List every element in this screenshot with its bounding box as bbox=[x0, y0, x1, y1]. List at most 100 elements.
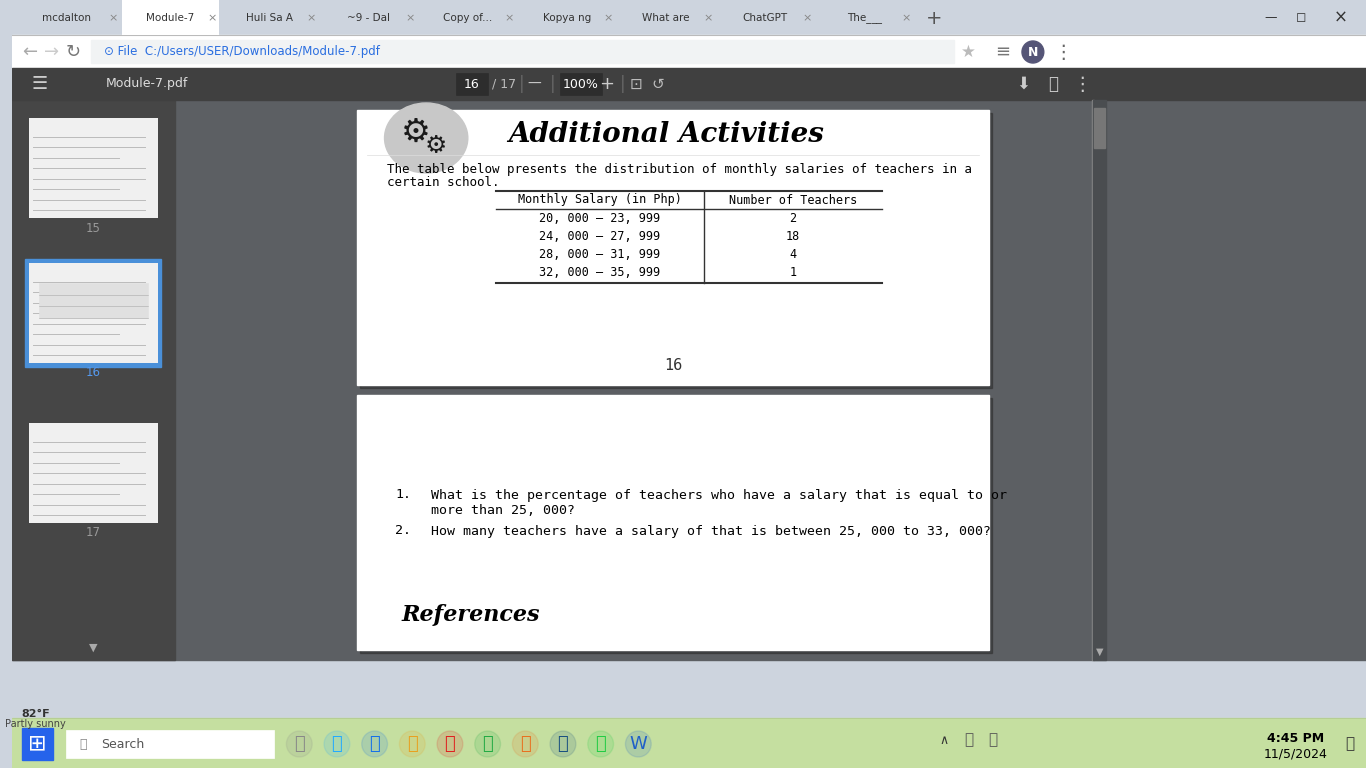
Text: Monthly Salary (in Php): Monthly Salary (in Php) bbox=[518, 194, 682, 207]
Bar bbox=[456, 73, 488, 95]
Circle shape bbox=[475, 731, 500, 757]
Text: ×: × bbox=[108, 13, 117, 23]
Text: ×: × bbox=[802, 13, 811, 23]
Text: Additional Activities: Additional Activities bbox=[508, 121, 824, 147]
Text: ×: × bbox=[604, 13, 613, 23]
Text: 18: 18 bbox=[785, 230, 800, 243]
Text: N: N bbox=[1027, 45, 1038, 58]
Text: 28, 000 – 31, 999: 28, 000 – 31, 999 bbox=[540, 247, 660, 260]
Text: ⎙: ⎙ bbox=[1048, 75, 1057, 93]
Text: 2: 2 bbox=[790, 211, 796, 224]
Text: How many teachers have a salary of that is between 25, 000 to 33, 000?: How many teachers have a salary of that … bbox=[432, 525, 992, 538]
Text: ⬇: ⬇ bbox=[1016, 75, 1030, 93]
Text: ×: × bbox=[703, 13, 713, 23]
Text: Kopya ng: Kopya ng bbox=[542, 13, 591, 23]
Text: 📊: 📊 bbox=[557, 735, 568, 753]
Text: 1: 1 bbox=[790, 266, 796, 279]
Text: ×: × bbox=[306, 13, 316, 23]
Text: 16: 16 bbox=[664, 357, 682, 372]
Circle shape bbox=[550, 731, 576, 757]
Text: ↺: ↺ bbox=[652, 77, 664, 91]
Bar bbox=[560, 73, 601, 95]
Text: ⚙: ⚙ bbox=[425, 134, 447, 158]
Bar bbox=[92, 40, 953, 63]
Text: ∧: ∧ bbox=[938, 733, 948, 746]
Text: 15: 15 bbox=[86, 221, 101, 234]
Text: mcdalton: mcdalton bbox=[42, 13, 90, 23]
Text: The___: The___ bbox=[847, 12, 882, 24]
Text: certain school.: certain school. bbox=[387, 177, 499, 190]
Text: / 17: / 17 bbox=[492, 78, 516, 91]
Text: ☰: ☰ bbox=[31, 75, 48, 93]
Text: ⊞: ⊞ bbox=[29, 734, 46, 754]
Text: 1.: 1. bbox=[395, 488, 411, 502]
Text: Huli Sa A: Huli Sa A bbox=[246, 13, 294, 23]
Text: 🔊: 🔊 bbox=[964, 733, 973, 747]
Bar bbox=[122, 0, 219, 35]
Text: ChatGPT: ChatGPT bbox=[743, 13, 788, 23]
Bar bbox=[1094, 108, 1105, 148]
Text: 4: 4 bbox=[790, 247, 796, 260]
Bar bbox=[357, 395, 989, 650]
Text: 🔍: 🔍 bbox=[79, 737, 87, 750]
Text: +: + bbox=[600, 75, 615, 93]
Bar bbox=[12, 35, 1366, 68]
Bar bbox=[25, 259, 161, 367]
Text: ⋮: ⋮ bbox=[1072, 74, 1093, 94]
Bar bbox=[12, 68, 1366, 100]
Text: 🟢: 🟢 bbox=[596, 735, 607, 753]
Text: ×: × bbox=[505, 13, 514, 23]
Text: 20, 000 – 23, 999: 20, 000 – 23, 999 bbox=[540, 211, 660, 224]
Text: 📶: 📶 bbox=[989, 733, 997, 747]
Bar bbox=[29, 118, 157, 218]
Bar bbox=[29, 263, 157, 363]
Text: →: → bbox=[44, 43, 59, 61]
Text: 32, 000 – 35, 999: 32, 000 – 35, 999 bbox=[540, 266, 660, 279]
Text: |: | bbox=[550, 75, 556, 93]
Text: References: References bbox=[402, 604, 540, 626]
Bar bbox=[38, 283, 148, 318]
Text: 2.: 2. bbox=[395, 525, 411, 538]
Bar bbox=[67, 730, 275, 758]
Text: 17: 17 bbox=[86, 527, 101, 539]
Text: ←: ← bbox=[22, 43, 37, 61]
Text: ⚙: ⚙ bbox=[402, 115, 432, 148]
Bar bbox=[12, 100, 175, 660]
Text: 82°F: 82°F bbox=[22, 709, 51, 719]
Circle shape bbox=[362, 731, 388, 757]
Text: more than 25, 000?: more than 25, 000? bbox=[432, 505, 575, 518]
Text: 📁: 📁 bbox=[407, 735, 418, 753]
Bar bbox=[29, 423, 157, 523]
Text: 📧: 📧 bbox=[444, 735, 455, 753]
Text: 🔔: 🔔 bbox=[1346, 737, 1355, 752]
Text: 🌀: 🌀 bbox=[332, 735, 343, 753]
Text: ×: × bbox=[406, 13, 415, 23]
Text: 4:45 PM: 4:45 PM bbox=[1268, 733, 1324, 746]
Text: ↻: ↻ bbox=[66, 43, 81, 61]
Text: What are: What are bbox=[642, 13, 690, 23]
Bar bbox=[22, 728, 53, 760]
Bar bbox=[12, 718, 1366, 768]
Text: What is the percentage of teachers who have a salary that is equal to or: What is the percentage of teachers who h… bbox=[432, 488, 1007, 502]
Text: ◻: ◻ bbox=[1295, 12, 1306, 25]
Circle shape bbox=[399, 731, 425, 757]
Bar bbox=[357, 110, 989, 385]
Text: Number of Teachers: Number of Teachers bbox=[729, 194, 856, 207]
Text: —: — bbox=[1265, 12, 1277, 25]
Text: Search: Search bbox=[101, 737, 145, 750]
Text: Partly sunny: Partly sunny bbox=[5, 719, 66, 729]
Bar bbox=[359, 398, 992, 653]
Text: Module-7.pdf: Module-7.pdf bbox=[107, 78, 189, 91]
Text: 🌐: 🌐 bbox=[482, 735, 493, 753]
Circle shape bbox=[324, 731, 350, 757]
Text: 11/5/2024: 11/5/2024 bbox=[1264, 747, 1328, 760]
Bar bbox=[1093, 100, 1106, 660]
Circle shape bbox=[587, 731, 613, 757]
Text: |: | bbox=[519, 75, 525, 93]
Text: Module-7: Module-7 bbox=[146, 13, 194, 23]
Text: ⋮: ⋮ bbox=[1053, 42, 1072, 61]
Circle shape bbox=[287, 731, 313, 757]
Text: ▼: ▼ bbox=[1096, 647, 1104, 657]
Bar bbox=[12, 100, 1366, 660]
Bar bbox=[359, 113, 992, 388]
